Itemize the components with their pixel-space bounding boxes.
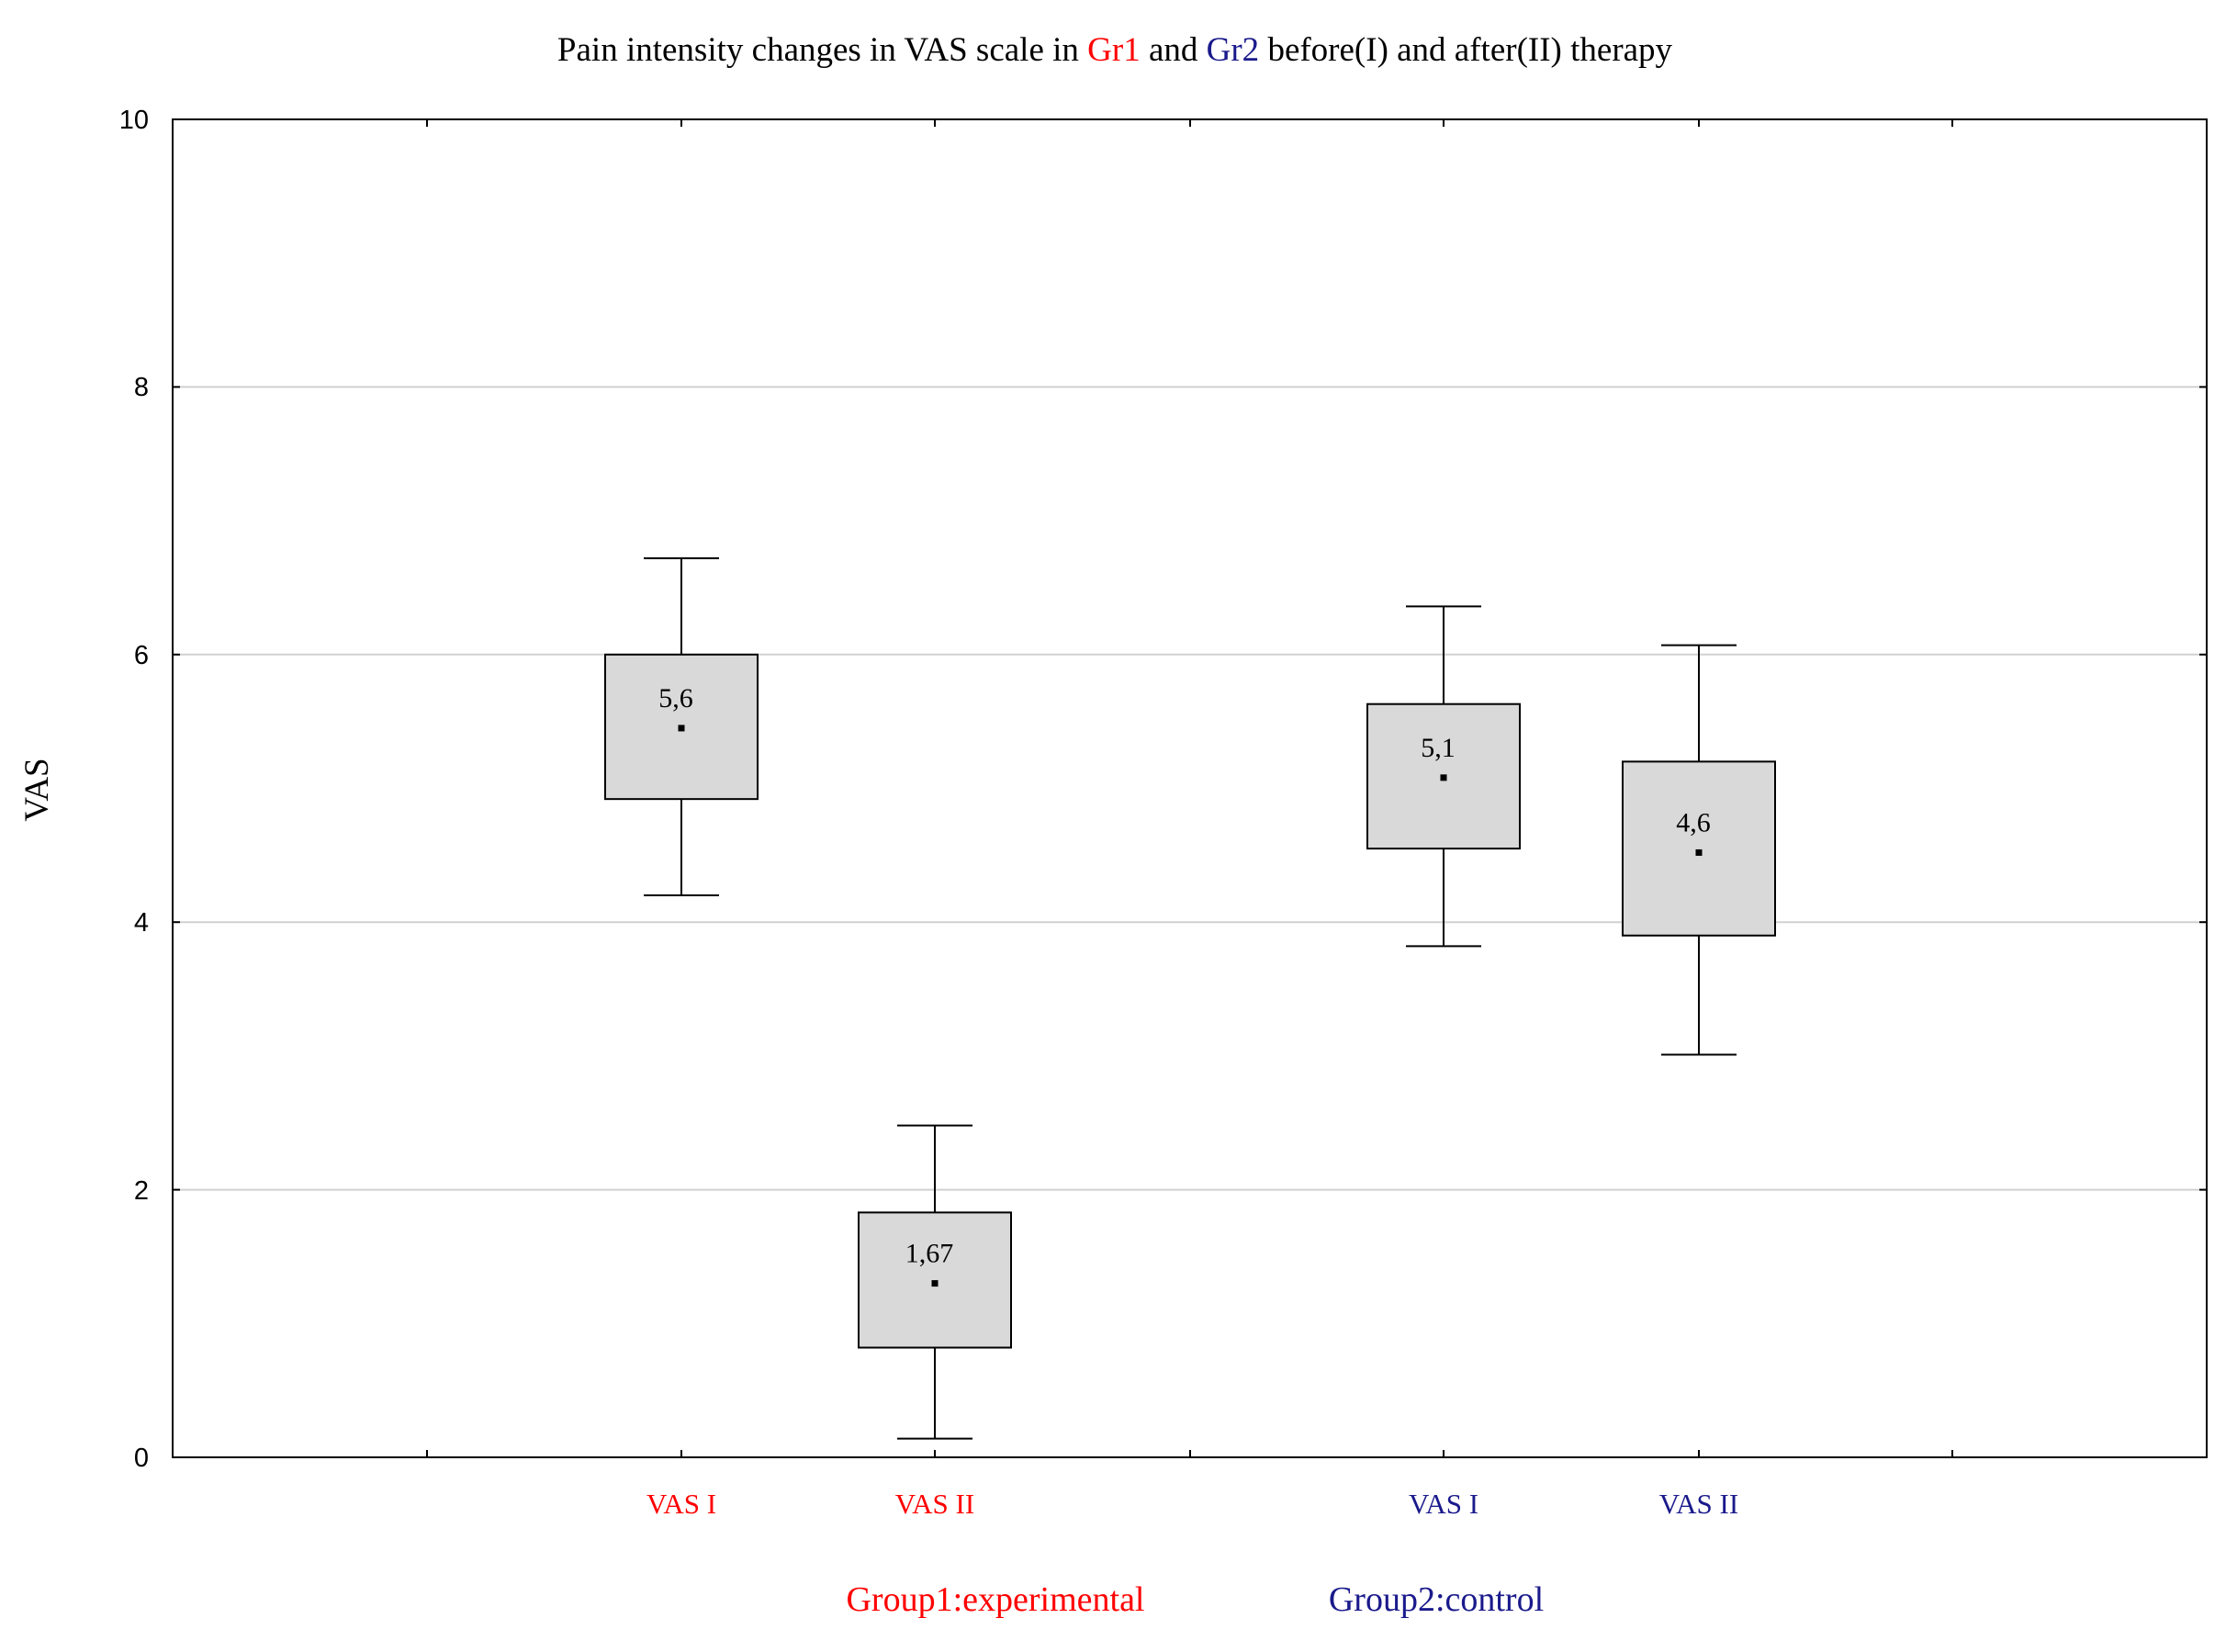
box-group: 5,6	[604, 556, 759, 897]
box-group: 5,1	[1366, 605, 1521, 948]
x-tick-label-g2-vas-i: VAS I	[1409, 1488, 1478, 1520]
y-tick-label: 0	[134, 1444, 149, 1473]
mean-marker	[1440, 774, 1447, 781]
y-axis-label: VAS	[18, 758, 56, 821]
title-gr2: Gr2	[1207, 31, 1260, 69]
x-tick-labels: VAS I VAS II VAS I VAS II	[646, 1488, 1738, 1520]
mean-marker	[1695, 848, 1703, 856]
mean-marker	[931, 1280, 939, 1287]
title-middle: and	[1141, 31, 1207, 69]
mean-value-label: 1,67	[905, 1239, 954, 1269]
plot-frame	[172, 118, 2208, 1458]
gridlines	[173, 386, 2207, 1191]
y-tick-label: 10	[119, 106, 149, 135]
mean-value-label: 5,1	[1421, 733, 1456, 763]
mean-value-label: 4,6	[1676, 807, 1711, 837]
x-tick-label-g1-vas-ii: VAS II	[895, 1488, 974, 1520]
y-tick-label: 6	[134, 641, 149, 670]
y-tick-label: 4	[134, 908, 149, 938]
box	[858, 1211, 1012, 1349]
y-tick-labels: 0 2 4 6 8 10	[119, 106, 149, 1473]
group-label-control: Group2:control	[1329, 1580, 1544, 1619]
mean-value-label: 5,6	[658, 683, 693, 714]
group-labels: Group1:experimental Group2:control	[846, 1580, 1544, 1619]
axis-ticks	[173, 118, 2207, 1458]
x-tick-label-g1-vas-i: VAS I	[646, 1488, 716, 1520]
y-tick-label: 2	[134, 1176, 149, 1206]
x-tick-label-g2-vas-ii: VAS II	[1659, 1488, 1738, 1520]
title-prefix: Pain intensity changes in VAS scale in	[557, 31, 1087, 69]
box-group: 1,67	[858, 1124, 1012, 1440]
chart-title: Pain intensity changes in VAS scale in G…	[557, 31, 1673, 69]
group-label-experimental: Group1:experimental	[846, 1580, 1144, 1619]
y-tick-label: 8	[134, 373, 149, 402]
title-gr1: Gr1	[1087, 31, 1141, 69]
box-group: 4,6	[1622, 644, 1776, 1056]
title-suffix: before(I) and after(II) therapy	[1259, 31, 1672, 69]
boxes: 5,6 1,67 5,1 4,6	[604, 556, 1776, 1440]
mean-marker	[678, 725, 685, 732]
box	[1622, 760, 1776, 937]
